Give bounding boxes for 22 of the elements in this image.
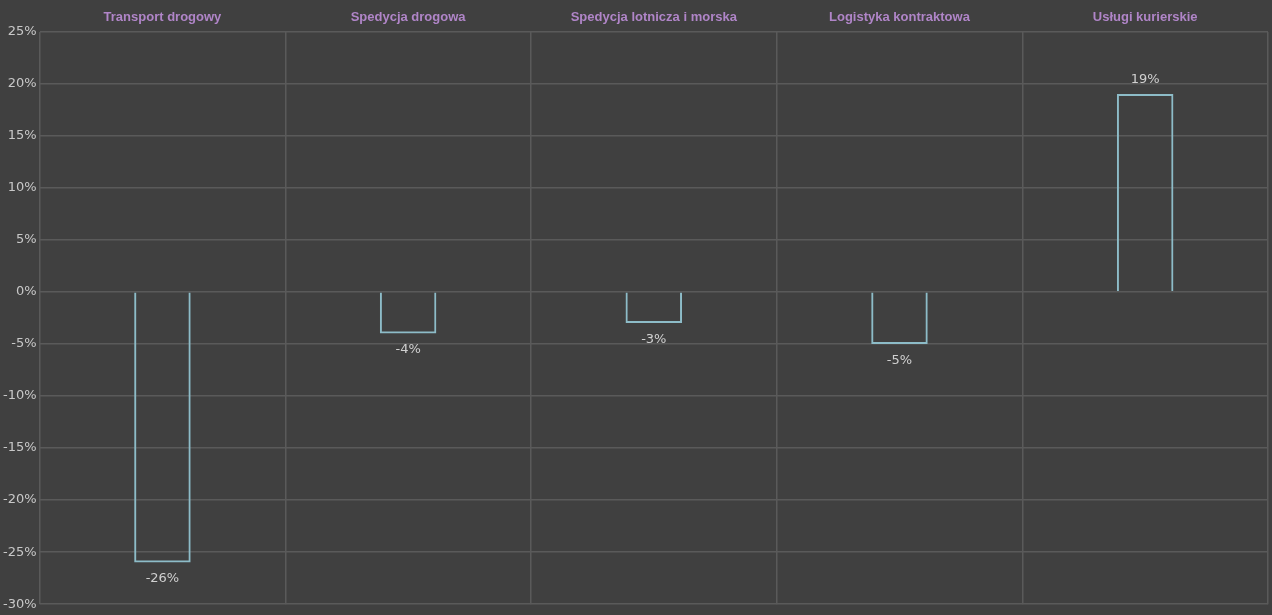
y-tick-label: -30% (2, 595, 37, 611)
y-tick-label: 5% (15, 231, 37, 247)
data-label: -4% (395, 341, 421, 357)
data-label: -26% (145, 570, 180, 586)
y-tick-label: -10% (2, 387, 37, 403)
data-label: -5% (886, 351, 913, 367)
x-tick-label: Transport drogowy (103, 9, 223, 25)
y-tick-label: 20% (7, 75, 37, 91)
y-tick-label: -20% (2, 491, 37, 507)
x-tick-label: Spedycja lotnicza i morska (570, 9, 738, 25)
y-tick-label: 15% (7, 127, 37, 143)
x-tick-label: Usługi kurierskie (1092, 9, 1198, 25)
y-tick-label: -25% (2, 543, 37, 559)
data-label: -3% (641, 330, 667, 346)
data-label: 19% (1130, 70, 1160, 86)
x-tick-label: Logistyka kontraktowa (829, 9, 971, 25)
y-tick-label: 0% (15, 283, 37, 299)
y-tick-label: -5% (11, 335, 37, 351)
y-tick-label: 10% (7, 179, 37, 195)
y-tick-label: 25% (7, 22, 37, 38)
y-tick-label: -15% (2, 439, 37, 455)
x-tick-label: Spedycja drogowa (350, 9, 467, 25)
